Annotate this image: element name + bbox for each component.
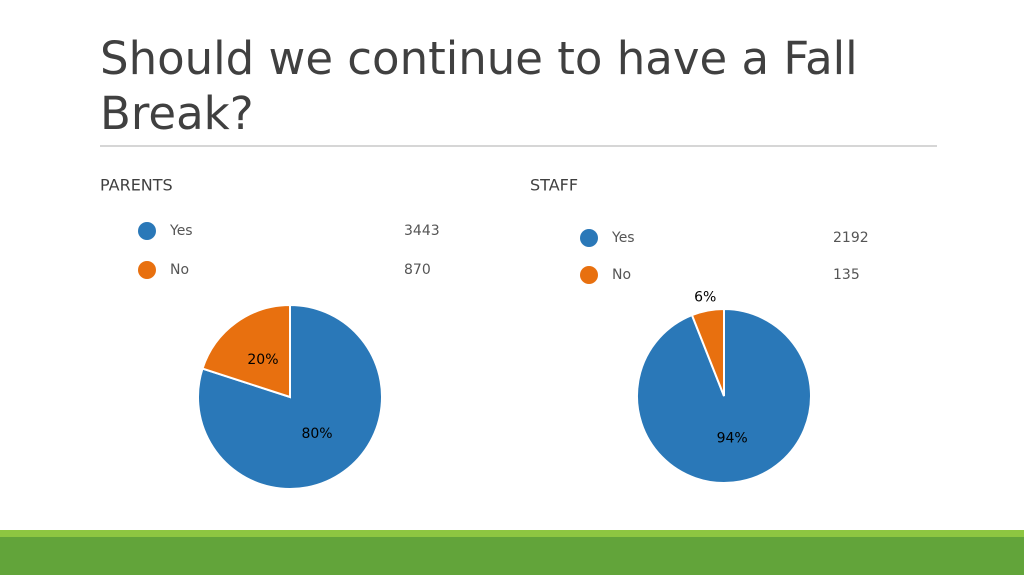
slide-title: Should we continue to have a Fall Break? <box>100 32 858 140</box>
slice-label: 20% <box>247 352 278 368</box>
legend-label: No <box>170 262 189 278</box>
legend-label: No <box>612 267 631 283</box>
legend-swatch <box>580 229 598 247</box>
footer-bar <box>0 537 1024 575</box>
legend-count: 2192 <box>833 230 869 246</box>
slice-label: 80% <box>301 426 332 442</box>
legend-count: 135 <box>833 267 860 283</box>
pie-slice <box>201 303 291 399</box>
legend-swatch <box>138 222 156 240</box>
legend-count: 3443 <box>404 223 440 239</box>
slice-label: 94% <box>717 431 748 447</box>
slice-label: 6% <box>694 290 716 306</box>
footer-strip <box>0 530 1024 538</box>
section-title: PARENTS <box>100 176 173 195</box>
section-title: STAFF <box>530 176 578 195</box>
legend-swatch <box>138 261 156 279</box>
legend-count: 870 <box>404 262 431 278</box>
legend-label: Yes <box>169 223 193 239</box>
legend-swatch <box>580 266 598 284</box>
pie-slice <box>690 307 725 397</box>
legend-label: Yes <box>611 230 635 246</box>
